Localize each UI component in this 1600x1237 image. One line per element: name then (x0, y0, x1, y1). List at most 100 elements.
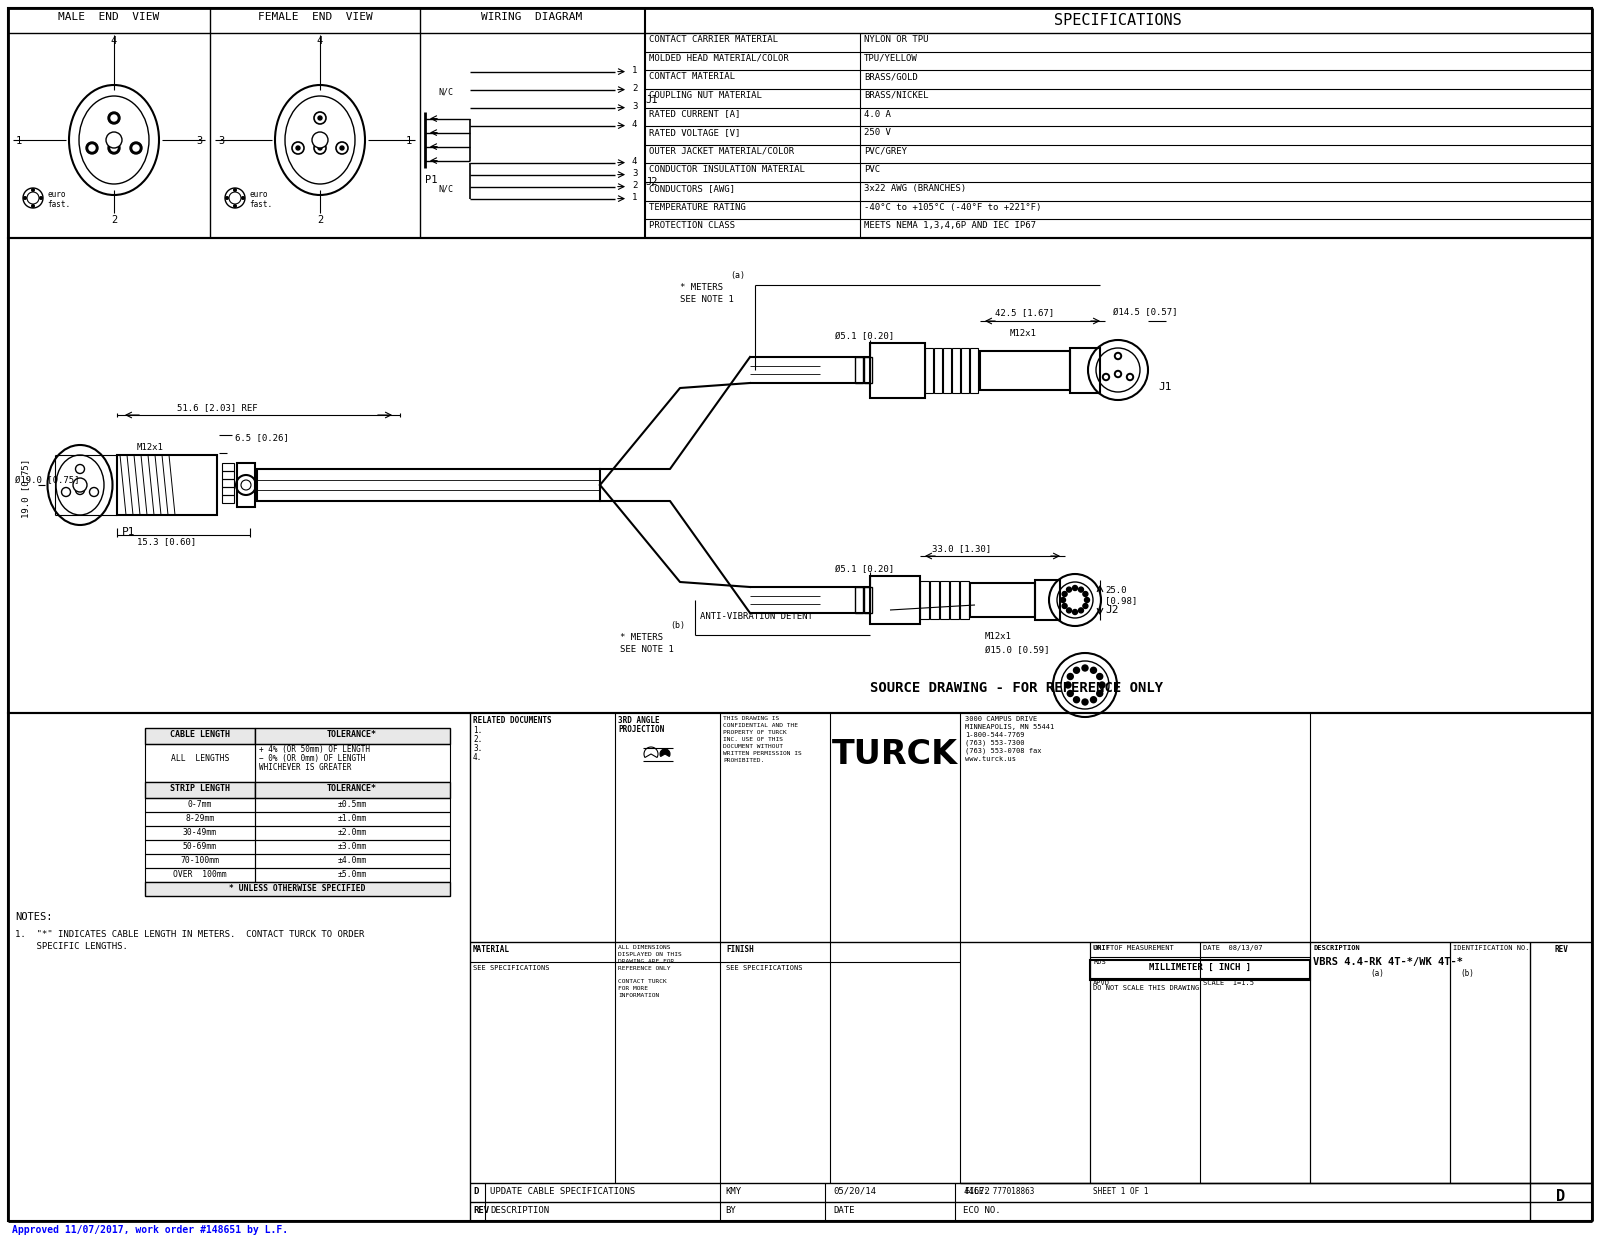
Text: 4: 4 (110, 36, 117, 46)
Circle shape (291, 142, 304, 153)
Text: 3: 3 (632, 169, 637, 178)
Text: NOTES:: NOTES: (14, 912, 53, 922)
Bar (146, 882, 450, 896)
Text: OVER  100mm: OVER 100mm (173, 870, 227, 880)
Bar (146, 868, 254, 882)
Text: 1: 1 (16, 136, 22, 146)
Text: UNIT OF MEASUREMENT: UNIT OF MEASUREMENT (1093, 945, 1174, 950)
Text: VBRS 4.4-RK 4T-*/WK 4T-*: VBRS 4.4-RK 4T-*/WK 4T-* (1314, 956, 1462, 966)
Text: Approved 11/07/2017, work order #148651 by L.F.: Approved 11/07/2017, work order #148651 … (13, 1225, 288, 1235)
Text: WRITTEN PERMISSION IS: WRITTEN PERMISSION IS (723, 751, 802, 756)
Circle shape (30, 188, 35, 192)
Text: TURCK: TURCK (832, 738, 958, 771)
Bar (254, 743, 450, 782)
Bar (146, 840, 254, 854)
Bar (254, 868, 450, 882)
Text: RATED VOLTAGE [V]: RATED VOLTAGE [V] (650, 129, 741, 137)
Circle shape (312, 132, 328, 148)
Text: TOLERANCE*: TOLERANCE* (326, 730, 378, 738)
Bar (930, 581, 939, 618)
Circle shape (1074, 667, 1080, 673)
Text: CONDUCTOR INSULATION MATERIAL: CONDUCTOR INSULATION MATERIAL (650, 166, 805, 174)
Circle shape (318, 116, 322, 120)
Circle shape (1104, 376, 1107, 379)
Text: 6.5 [0.26]: 6.5 [0.26] (235, 433, 288, 442)
Text: M12x1: M12x1 (1010, 329, 1037, 338)
Circle shape (1128, 376, 1131, 379)
Text: ±3.0mm: ±3.0mm (338, 842, 366, 851)
Text: CONFIDENTIAL AND THE: CONFIDENTIAL AND THE (723, 722, 798, 729)
Text: TPU/YELLOW: TPU/YELLOW (864, 53, 918, 63)
Bar (1035, 580, 1059, 620)
Text: ±2.0mm: ±2.0mm (338, 828, 366, 837)
Text: BRASS/NICKEL: BRASS/NICKEL (864, 90, 928, 100)
Circle shape (106, 132, 122, 148)
Bar (254, 798, 450, 811)
Circle shape (1067, 673, 1074, 679)
Bar (146, 854, 254, 868)
Text: SEE NOTE 1: SEE NOTE 1 (680, 294, 734, 304)
Text: INFORMATION: INFORMATION (618, 992, 659, 997)
Circle shape (1082, 666, 1088, 670)
Circle shape (1067, 607, 1072, 612)
Circle shape (1072, 610, 1077, 615)
Text: 51.6 [2.03] REF: 51.6 [2.03] REF (178, 403, 258, 412)
Text: REFERENCE ONLY: REFERENCE ONLY (618, 966, 670, 971)
Text: -40°C to +105°C (-40°F to +221°F): -40°C to +105°C (-40°F to +221°F) (864, 203, 1042, 212)
Text: CONTACT CARRIER MATERIAL: CONTACT CARRIER MATERIAL (650, 35, 778, 45)
Text: 05/20/14: 05/20/14 (834, 1188, 877, 1196)
Bar (254, 782, 450, 798)
Bar (8, 7, 1592, 238)
Circle shape (1061, 597, 1066, 602)
Text: 3.: 3. (474, 743, 482, 753)
Text: DATE: DATE (834, 1206, 854, 1215)
Circle shape (318, 146, 322, 150)
Text: ECO NO.: ECO NO. (963, 1206, 1000, 1215)
Circle shape (1067, 690, 1074, 696)
Text: SEE NOTE 1: SEE NOTE 1 (621, 644, 674, 654)
Text: DO NOT SCALE THIS DRAWING: DO NOT SCALE THIS DRAWING (1093, 985, 1200, 991)
Bar (1070, 348, 1101, 393)
Circle shape (38, 195, 43, 200)
Bar (870, 343, 925, 398)
Text: SOURCE DRAWING - FOR REFERENCE ONLY: SOURCE DRAWING - FOR REFERENCE ONLY (870, 682, 1163, 695)
Bar (237, 463, 254, 507)
Circle shape (61, 487, 70, 496)
Text: SEE SPECIFICATIONS: SEE SPECIFICATIONS (726, 965, 803, 971)
Bar (864, 357, 872, 383)
Text: 2: 2 (632, 181, 637, 190)
Circle shape (1126, 374, 1133, 381)
Circle shape (1083, 604, 1088, 609)
Text: (a): (a) (1370, 969, 1384, 977)
Text: SEE SPECIFICATIONS: SEE SPECIFICATIONS (474, 965, 549, 971)
Circle shape (242, 195, 245, 200)
Text: IDENTIFICATION NO.: IDENTIFICATION NO. (1453, 945, 1530, 950)
Circle shape (314, 142, 326, 153)
Text: J2: J2 (1106, 605, 1118, 615)
Text: 3x22 AWG (BRANCHES): 3x22 AWG (BRANCHES) (864, 184, 966, 193)
Circle shape (75, 465, 85, 474)
Text: FINISH: FINISH (726, 945, 754, 954)
Text: 2.: 2. (474, 735, 482, 743)
Circle shape (1074, 696, 1080, 703)
Text: ±1.0mm: ±1.0mm (338, 814, 366, 823)
Text: 4.0 A: 4.0 A (864, 110, 891, 119)
Circle shape (336, 142, 349, 153)
Text: Ø5.1 [0.20]: Ø5.1 [0.20] (835, 332, 894, 341)
Bar (8, 713, 1592, 1221)
Bar (925, 348, 933, 393)
Text: N/C: N/C (438, 184, 453, 194)
Circle shape (1117, 372, 1120, 376)
Text: APVD: APVD (1093, 980, 1110, 986)
Text: INC. USE OF THIS: INC. USE OF THIS (723, 737, 782, 742)
Circle shape (237, 475, 256, 495)
Text: 4: 4 (632, 157, 637, 166)
Bar (146, 782, 254, 798)
Text: MEETS NEMA 1,3,4,6P AND IEC IP67: MEETS NEMA 1,3,4,6P AND IEC IP67 (864, 221, 1037, 230)
Text: PROPERTY OF TURCK: PROPERTY OF TURCK (723, 730, 787, 735)
Text: 3: 3 (195, 136, 202, 146)
Bar (970, 348, 978, 393)
Text: (b): (b) (670, 621, 685, 630)
Text: FILE: 777018863: FILE: 777018863 (965, 1188, 1034, 1196)
Circle shape (1115, 371, 1122, 377)
